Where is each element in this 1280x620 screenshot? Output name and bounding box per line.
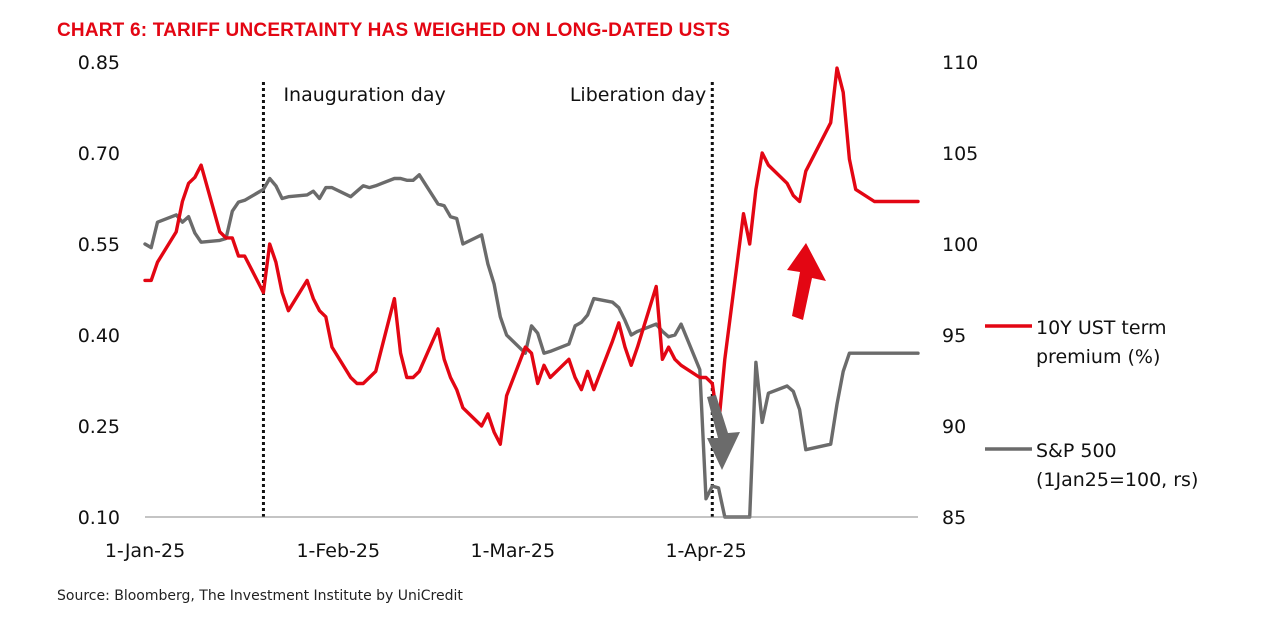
y-right-tick-label: 85 [942, 507, 966, 529]
event-annotations: Inauguration day Liberation day [261, 82, 714, 517]
source-note: Source: Bloomberg, The Investment Instit… [57, 588, 463, 604]
y-axis-left: 0.10 0.25 0.40 0.55 0.70 0.85 [78, 52, 120, 529]
y-left-tick-label: 0.25 [78, 416, 120, 438]
y-left-tick-label: 0.55 [78, 234, 120, 256]
event-label: Liberation day [570, 84, 706, 106]
legend: 10Y UST term premium (%) S&P 500 (1Jan25=10… [985, 317, 1198, 491]
legend-item: S&P 500 (1Jan25=100, rs) [985, 440, 1198, 491]
series-layer [143, 66, 920, 519]
up-arrow-icon [787, 243, 826, 320]
y-left-tick-label: 0.85 [78, 52, 120, 74]
legend-label: (1Jan25=100, rs) [1036, 469, 1198, 491]
legend-label: premium (%) [1036, 346, 1160, 368]
x-tick-label: 1-Apr-25 [665, 540, 746, 562]
y-left-tick-label: 0.10 [78, 507, 120, 529]
y-left-tick-label: 0.40 [78, 325, 120, 347]
down-arrow-icon [707, 395, 740, 470]
legend-item: 10Y UST term premium (%) [985, 317, 1167, 368]
event-label: Inauguration day [283, 84, 445, 106]
y-right-tick-label: 110 [942, 52, 978, 74]
y-right-tick-label: 105 [942, 143, 978, 165]
y-right-tick-label: 95 [942, 325, 966, 347]
y-right-tick-label: 90 [942, 416, 966, 438]
y-left-tick-label: 0.70 [78, 143, 120, 165]
y-axis-right: 85 90 95 100 105 110 [942, 52, 978, 529]
x-tick-label: 1-Mar-25 [470, 540, 555, 562]
legend-label: 10Y UST term [1036, 317, 1167, 339]
y-right-tick-label: 100 [942, 234, 978, 256]
series-line-sp500 [143, 173, 920, 519]
x-axis: 1-Jan-25 1-Feb-25 1-Mar-25 1-Apr-25 [105, 516, 918, 562]
series-line-term-premium [143, 66, 920, 446]
chart-title: CHART 6: TARIFF UNCERTAINTY HAS WEIGHED … [57, 20, 731, 41]
legend-label: S&P 500 [1036, 440, 1117, 462]
trend-arrows [707, 243, 826, 470]
x-tick-label: 1-Feb-25 [296, 540, 380, 562]
x-tick-label: 1-Jan-25 [105, 540, 185, 562]
